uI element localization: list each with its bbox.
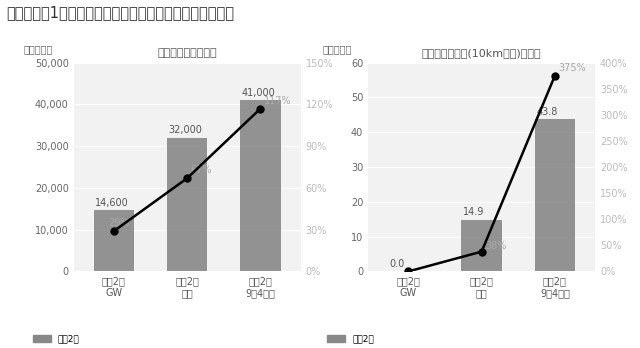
Text: 41,000: 41,000 (242, 88, 276, 98)
Text: 117%: 117% (264, 96, 292, 106)
Text: （回／日）: （回／日） (323, 44, 352, 54)
Text: 14.9: 14.9 (463, 207, 484, 217)
Bar (535, 119, 575, 271)
Legend: 令和2年, 令和2年／令和元年（対前年比）: 令和2年, 令和2年／令和元年（対前年比） (33, 334, 139, 348)
Text: 《トピック1》主な連休における交通量と渋滹回数の推移: 《トピック1》主な連休における交通量と渋滹回数の推移 (6, 5, 234, 20)
Text: 14,600: 14,600 (95, 198, 129, 208)
Text: 43.8: 43.8 (536, 106, 557, 117)
Text: 32,000: 32,000 (168, 125, 202, 135)
Text: （台／日）: （台／日） (24, 44, 53, 54)
Bar (93, 211, 134, 271)
Legend: 令和2年, 令和2年／令和元年（対前年比）: 令和2年, 令和2年／令和元年（対前年比） (327, 334, 433, 348)
Bar (167, 138, 207, 271)
Bar (461, 220, 502, 271)
Text: 375%: 375% (559, 63, 586, 73)
Text: 29%: 29% (108, 218, 129, 228)
Text: 0.0: 0.0 (390, 259, 405, 269)
Text: 67%: 67% (191, 165, 212, 175)
Title: 日平均渋滹回数(10km以上)の推移: 日平均渋滹回数(10km以上)の推移 (422, 48, 541, 58)
Text: 38%: 38% (485, 240, 507, 251)
Title: 日平均交通量の推移: 日平均交通量の推移 (157, 48, 217, 58)
Bar (241, 100, 281, 271)
